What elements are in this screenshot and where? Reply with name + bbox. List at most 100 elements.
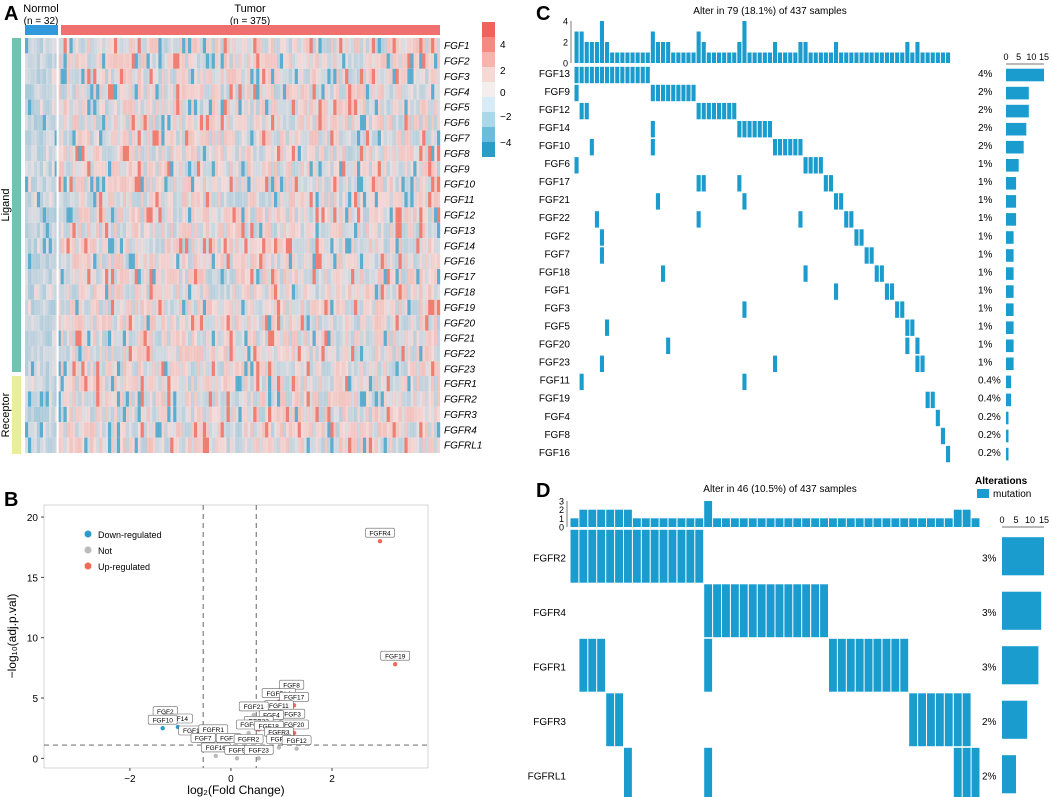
heatmap-cell: [383, 115, 387, 131]
heatmap-cell: [244, 437, 248, 453]
heatmap-cell: [226, 176, 230, 192]
heatmap-cell: [63, 53, 67, 69]
heatmap-cell: [110, 68, 115, 85]
heatmap-cell: [398, 238, 402, 254]
heatmap-cell: [368, 238, 373, 254]
top-sample-bar: [802, 518, 811, 527]
heatmap-cell: [300, 192, 304, 208]
heatmap-cell: [247, 253, 251, 269]
heatmap-cell: [116, 437, 121, 453]
heatmap-cell: [359, 207, 364, 223]
heatmap-cell: [220, 361, 224, 377]
heatmap-cell: [60, 38, 64, 54]
heatmap-cell: [351, 192, 355, 208]
heatmap-cell: [416, 361, 420, 377]
heatmap-cell: [42, 376, 46, 392]
heatmap-cell: [291, 161, 295, 177]
heatmap-cell: [389, 130, 393, 146]
oncoplot-alteration-cell: [820, 584, 828, 638]
oncoplot-alteration-cell: [668, 529, 677, 583]
heatmap-cell: [392, 53, 396, 69]
oncoplot-alteration-cell: [625, 66, 630, 84]
top-sample-bar: [730, 518, 739, 527]
heatmap-cell: [276, 361, 281, 377]
heatmap-cell: [102, 68, 106, 85]
heatmap-cell: [54, 99, 58, 115]
heatmap-cell: [285, 115, 290, 131]
heatmap-cell: [99, 361, 103, 377]
heatmap-cell: [259, 99, 263, 115]
heatmap-cell: [300, 284, 304, 300]
volcano-point: [276, 745, 282, 750]
heatmap-cell: [336, 269, 340, 285]
heatmap-cell: [208, 406, 212, 423]
heatmap-cell: [51, 207, 55, 223]
heatmap-cell: [72, 269, 76, 285]
top-sample-bar: [803, 42, 808, 63]
heatmap-cell: [271, 238, 275, 254]
heatmap-cell: [342, 346, 346, 362]
heatmap-cell: [312, 253, 316, 269]
heatmap-cell: [274, 406, 278, 423]
heatmap-cell: [30, 299, 35, 316]
heatmap-cell: [45, 376, 49, 392]
heatmap-cell: [134, 38, 138, 54]
top-sample-bar: [681, 52, 686, 63]
oncoplot-alteration-cell: [650, 121, 655, 138]
heatmap-cell: [90, 269, 94, 285]
heatmap-cell: [291, 84, 295, 100]
oncoplot-gene-percent: 0.2%: [978, 412, 1001, 423]
heatmap-cell: [54, 346, 58, 362]
heatmap-cell: [309, 238, 313, 254]
heatmap-cell: [202, 115, 207, 131]
heatmap-cell: [229, 346, 233, 362]
heatmap-cell: [102, 99, 106, 115]
heatmap-cell: [330, 38, 334, 54]
heatmap-cell: [196, 437, 201, 453]
heatmap-cell: [36, 330, 41, 346]
heatmap-cell: [392, 176, 396, 192]
heatmap-cell: [158, 99, 162, 115]
heatmap-cell: [39, 437, 43, 453]
heatmap-cell: [241, 299, 245, 316]
heatmap-cell: [108, 161, 112, 177]
heatmap-cell: [309, 222, 313, 239]
heatmap-cell: [113, 145, 118, 162]
heatmap-cell: [229, 238, 233, 254]
heatmap-cell: [226, 238, 230, 254]
heatmap-cell: [330, 346, 334, 362]
heatmap-cell: [294, 346, 298, 362]
heatmap-cell: [342, 269, 346, 285]
heatmap-cell: [193, 376, 198, 392]
heatmap-cell: [81, 437, 85, 453]
heatmap-cell: [253, 330, 257, 346]
heatmap-cell: [294, 315, 298, 331]
heatmap-cell: [54, 406, 58, 423]
heatmap-cell: [282, 115, 287, 131]
heatmap-cell: [93, 192, 97, 208]
heatmap-cell: [185, 330, 189, 346]
heatmap-cell: [128, 222, 132, 239]
heatmap-cell: [96, 330, 100, 346]
heatmap-cell: [146, 253, 150, 269]
heatmap-cell: [288, 145, 292, 162]
heatmap-cell: [330, 84, 334, 100]
top-sample-bar: [844, 52, 849, 63]
heatmap-cell: [265, 161, 269, 177]
heatmap-cell: [108, 422, 112, 438]
heatmap-cell: [271, 192, 275, 208]
oncoplot-gene-percent: 1%: [978, 231, 993, 242]
heatmap-cell: [354, 115, 358, 131]
heatmap-cell: [102, 38, 106, 54]
oncoplot-side-bar: [1006, 267, 1014, 280]
heatmap-cell: [51, 253, 55, 269]
heatmap-cell: [253, 391, 257, 407]
heatmap-cell: [113, 38, 118, 54]
heatmap-cell: [199, 422, 204, 438]
heatmap-cell: [42, 299, 46, 316]
heatmap-cell: [137, 253, 141, 269]
heatmap-cell: [235, 68, 239, 85]
heatmap-cell: [54, 176, 58, 192]
heatmap-cell: [214, 422, 218, 438]
heatmap-cell: [265, 437, 269, 453]
